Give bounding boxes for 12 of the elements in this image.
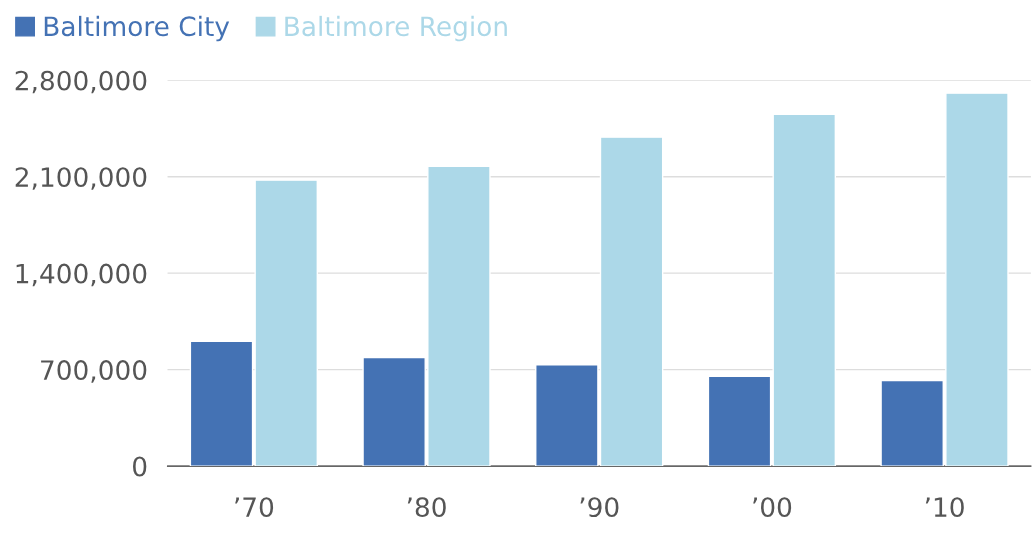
x-tick-label: ’10 <box>925 497 964 518</box>
legend-label: Baltimore Region <box>285 15 507 42</box>
y-tick-label: 0 <box>133 456 147 477</box>
y-tick-label: 700,000 <box>41 360 147 383</box>
x-tick-label: ’70 <box>235 497 274 518</box>
y-tick-label: 1,400,000 <box>16 263 147 287</box>
x-tick-label: ’80 <box>407 497 446 518</box>
legend-label: Baltimore City <box>44 15 230 42</box>
x-tick-label: ’00 <box>753 497 792 518</box>
y-tick-label: 2,800,000 <box>15 70 147 94</box>
x-tick-label: ’90 <box>580 497 619 518</box>
y-tick-label: 2,100,000 <box>15 167 147 190</box>
